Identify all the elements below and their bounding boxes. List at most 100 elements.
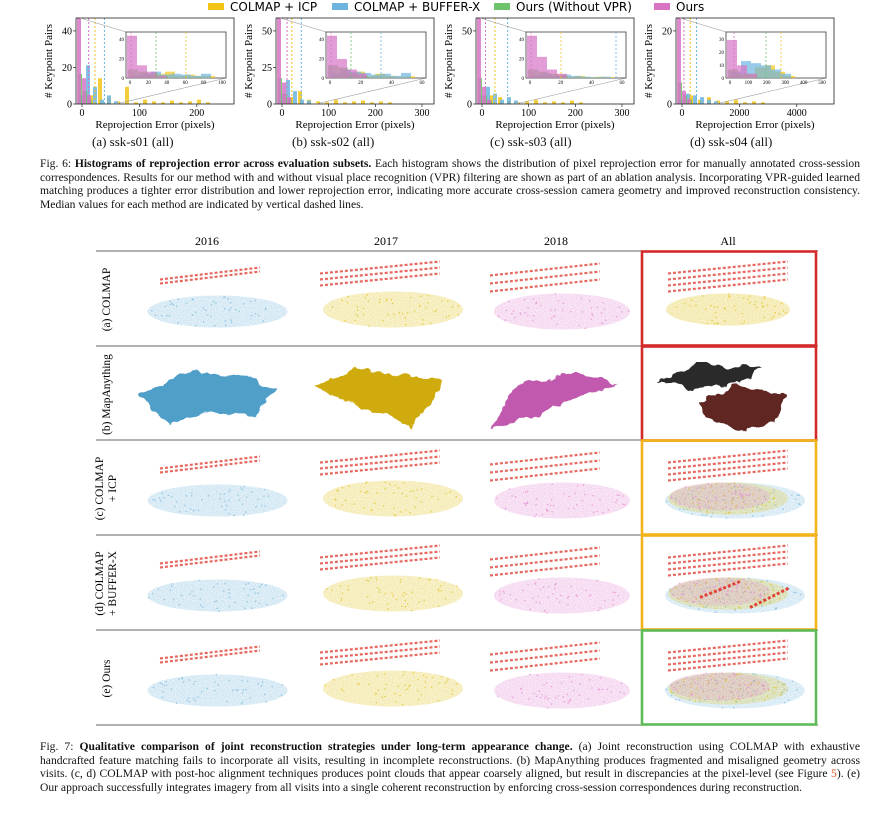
subcaption-b: (b) ssk-s02 (all) — [292, 134, 375, 149]
point-cloud-point — [691, 601, 694, 603]
point-cloud-point — [241, 488, 244, 491]
histogram-bar — [107, 95, 111, 104]
point-cloud-point — [220, 505, 223, 508]
point-cloud-point — [519, 312, 522, 314]
histogram-xlabel: Reprojection Error (pixels) — [695, 119, 814, 131]
camera-trajectory — [319, 645, 441, 660]
point-cloud-point — [240, 702, 243, 705]
point-cloud-point — [557, 299, 560, 302]
histogram-bar — [714, 101, 718, 104]
point-cloud-point — [168, 314, 171, 317]
point-cloud-point — [251, 607, 253, 609]
point-cloud-point — [415, 497, 417, 499]
cell-2018 — [489, 641, 630, 709]
point-cloud-point — [198, 579, 201, 582]
point-cloud-point — [710, 499, 713, 502]
point-cloud-point — [451, 306, 454, 308]
point-cloud-point — [696, 582, 698, 585]
inset-x-tick-label: 0 — [529, 81, 532, 86]
point-cloud-point — [202, 320, 205, 323]
point-cloud-point — [734, 309, 737, 312]
point-cloud-point — [612, 603, 614, 606]
point-cloud-point — [341, 486, 343, 489]
cell-2017 — [319, 544, 463, 612]
point-cloud-point — [720, 485, 723, 488]
point-cloud-point — [213, 325, 216, 327]
inset-y-tick-label: 0 — [522, 77, 525, 82]
point-cloud-point — [424, 686, 426, 689]
point-cloud-point — [698, 608, 700, 611]
point-cloud-point — [194, 680, 196, 683]
point-cloud-point — [616, 498, 618, 501]
point-cloud-point — [218, 610, 220, 612]
point-cloud-point — [448, 315, 450, 317]
point-cloud-point — [384, 695, 386, 698]
point-cloud-point — [231, 689, 234, 692]
legend-label-ours-novpr: Ours (Without VPR) — [516, 0, 632, 14]
point-cloud-point — [539, 696, 542, 699]
point-cloud-point — [693, 600, 695, 603]
inset-bar — [547, 69, 557, 78]
point-cloud-point — [378, 589, 381, 591]
point-cloud-point — [172, 304, 175, 306]
inset-x-tick-label: 0 — [129, 81, 132, 86]
point-cloud-point — [694, 596, 697, 598]
histogram-xlabel: Reprojection Error (pixels) — [295, 119, 414, 131]
point-cloud-point — [534, 515, 536, 518]
camera-trajectory — [159, 455, 261, 470]
point-cloud-point — [691, 512, 693, 515]
point-cloud-point — [241, 701, 244, 703]
point-cloud-point — [201, 499, 203, 501]
point-cloud-point — [684, 684, 686, 687]
camera-trajectory — [667, 278, 789, 293]
cell-2018 — [489, 262, 630, 330]
inset-y-tick-label: 0 — [722, 77, 725, 82]
point-cloud-point — [430, 322, 432, 325]
point-cloud-point — [698, 502, 701, 504]
point-cloud — [670, 482, 770, 511]
point-cloud-point — [451, 693, 453, 695]
point-cloud-point — [189, 508, 192, 510]
point-cloud-point — [271, 685, 273, 688]
point-cloud-point — [217, 684, 219, 686]
point-cloud-point — [401, 703, 404, 706]
point-cloud-point — [170, 495, 173, 498]
point-cloud-point — [215, 673, 218, 676]
histogram-bar — [486, 86, 490, 104]
point-cloud-point — [536, 674, 539, 676]
point-cloud-point — [243, 514, 245, 516]
point-cloud-point — [159, 499, 162, 502]
point-cloud-point — [215, 600, 218, 602]
point-cloud-point — [254, 299, 257, 302]
point-cloud-point — [553, 504, 555, 507]
point-cloud-point — [404, 317, 407, 319]
point-cloud-point — [152, 686, 155, 689]
point-cloud-point — [746, 687, 748, 689]
point-cloud-point — [409, 684, 411, 687]
histogram-bar — [388, 102, 392, 104]
point-cloud-point — [591, 312, 593, 315]
point-cloud-point — [713, 322, 716, 325]
point-cloud-point — [546, 707, 549, 709]
point-cloud-point — [537, 595, 540, 597]
point-cloud-point — [535, 503, 537, 506]
point-cloud-point — [735, 590, 738, 593]
point-cloud-point — [391, 592, 393, 594]
point-cloud-point — [766, 588, 769, 590]
point-cloud-point — [351, 673, 353, 676]
inset-x-tick-label: 60 — [420, 81, 426, 86]
point-cloud-point — [242, 689, 245, 691]
point-cloud-point — [391, 302, 394, 305]
point-cloud-point — [420, 501, 423, 503]
point-cloud-point — [228, 491, 230, 493]
cell-all — [665, 639, 805, 709]
point-cloud-point — [247, 582, 250, 585]
point-cloud-point — [219, 497, 221, 500]
point-cloud-point — [572, 689, 575, 692]
point-cloud-point — [742, 297, 745, 299]
point-cloud-point — [623, 504, 626, 506]
point-cloud-point — [738, 683, 740, 686]
figure-5-link[interactable]: 5 — [831, 767, 837, 781]
point-cloud-point — [535, 498, 538, 500]
point-cloud-point — [214, 689, 216, 692]
